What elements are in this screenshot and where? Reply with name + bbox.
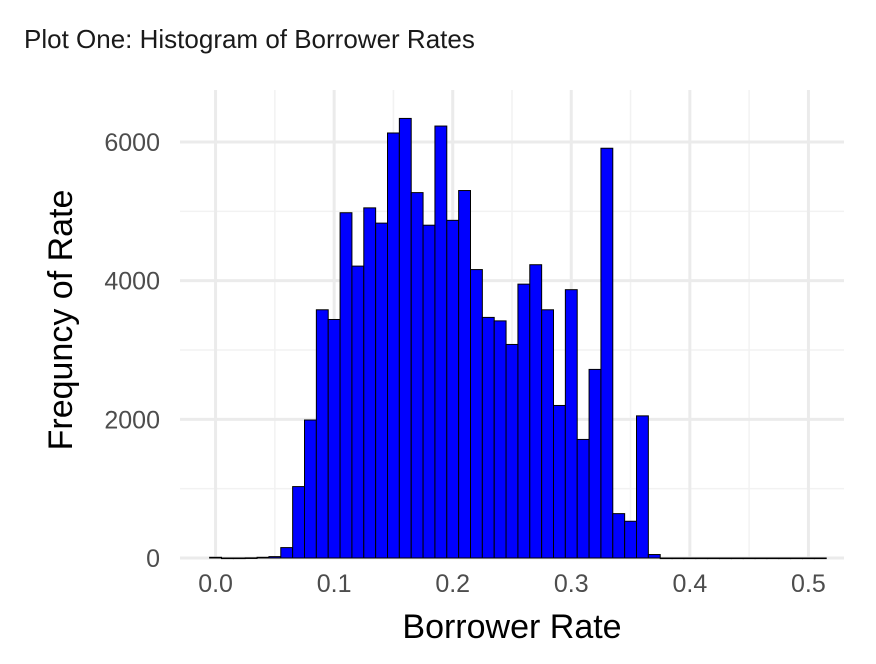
- x-tick-label: 0.1: [317, 570, 352, 598]
- x-axis-title: Borrower Rate: [402, 608, 621, 646]
- histogram-bar: [481, 316, 495, 559]
- histogram-bar: [529, 264, 543, 559]
- histogram-bar: [766, 557, 780, 560]
- histogram-bar: [754, 557, 768, 560]
- x-tick-label: 0.0: [198, 570, 233, 598]
- histogram-bar: [707, 557, 721, 560]
- histogram-bar: [339, 212, 353, 559]
- histogram-bar: [304, 419, 317, 559]
- histogram-bar: [564, 289, 578, 559]
- histogram-bar: [363, 207, 377, 559]
- tick-labels-layer: 0.0 0.1 0.2 0.3 0.4 0.5 0 2000 4000 6000: [104, 129, 825, 598]
- x-tick-label: 0.2: [435, 570, 470, 598]
- histogram-bar: [541, 309, 555, 559]
- histogram-bar: [256, 556, 270, 559]
- histogram-bar: [505, 343, 519, 559]
- x-tick-label: 0.4: [672, 570, 707, 598]
- histogram-bar: [813, 557, 827, 560]
- histogram-bar: [517, 283, 531, 559]
- histogram-bar: [232, 557, 246, 560]
- histogram-bar: [683, 557, 697, 560]
- y-tick-label: 0: [146, 545, 160, 573]
- histogram-bar: [778, 557, 792, 560]
- histogram-bar: [600, 147, 614, 559]
- x-tick-label: 0.5: [791, 570, 826, 598]
- histogram-bar: [612, 513, 626, 559]
- histogram-bar: [802, 557, 815, 560]
- histogram-bar: [434, 125, 448, 559]
- y-tick-label: 4000: [104, 268, 160, 296]
- histogram-bar: [446, 219, 460, 559]
- y-tick-label: 2000: [104, 406, 160, 434]
- histogram-bar: [553, 404, 566, 559]
- histogram-bar: [351, 265, 365, 559]
- x-tick-label: 0.3: [554, 570, 589, 598]
- histogram-bar: [315, 309, 329, 559]
- y-axis-title: Frequncy of Rate: [42, 190, 80, 451]
- histogram-bar: [458, 190, 471, 559]
- histogram-bar: [624, 520, 638, 559]
- histogram-bar: [493, 320, 507, 559]
- histogram-bar: [244, 557, 258, 559]
- histogram-bar: [375, 222, 388, 559]
- histogram-bar: [742, 557, 756, 560]
- histogram-bar: [422, 224, 436, 559]
- histogram-bar: [576, 438, 590, 559]
- histogram-bar: [719, 557, 732, 560]
- histogram-bar: [790, 557, 804, 560]
- histogram-bar: [647, 554, 661, 559]
- histogram-bar: [398, 117, 412, 559]
- histogram-bar: [209, 556, 222, 559]
- histogram-bar: [588, 368, 602, 559]
- histogram-bar: [268, 556, 282, 559]
- histogram-bar: [410, 192, 424, 559]
- histogram-bar: [695, 557, 709, 560]
- histogram-bar: [280, 547, 294, 559]
- histogram-bar: [292, 486, 305, 559]
- histogram-bar: [659, 557, 673, 560]
- bars-layer: [209, 117, 827, 560]
- histogram-bar: [470, 269, 483, 559]
- histogram-bar: [671, 557, 685, 560]
- histogram-bar: [730, 557, 744, 560]
- histogram-bar: [327, 318, 341, 559]
- y-tick-label: 6000: [104, 129, 160, 157]
- chart-title: Plot One: Histogram of Borrower Rates: [24, 24, 475, 54]
- histogram-bar: [387, 132, 400, 559]
- histogram-bar: [636, 415, 649, 559]
- histogram-bar: [221, 557, 234, 560]
